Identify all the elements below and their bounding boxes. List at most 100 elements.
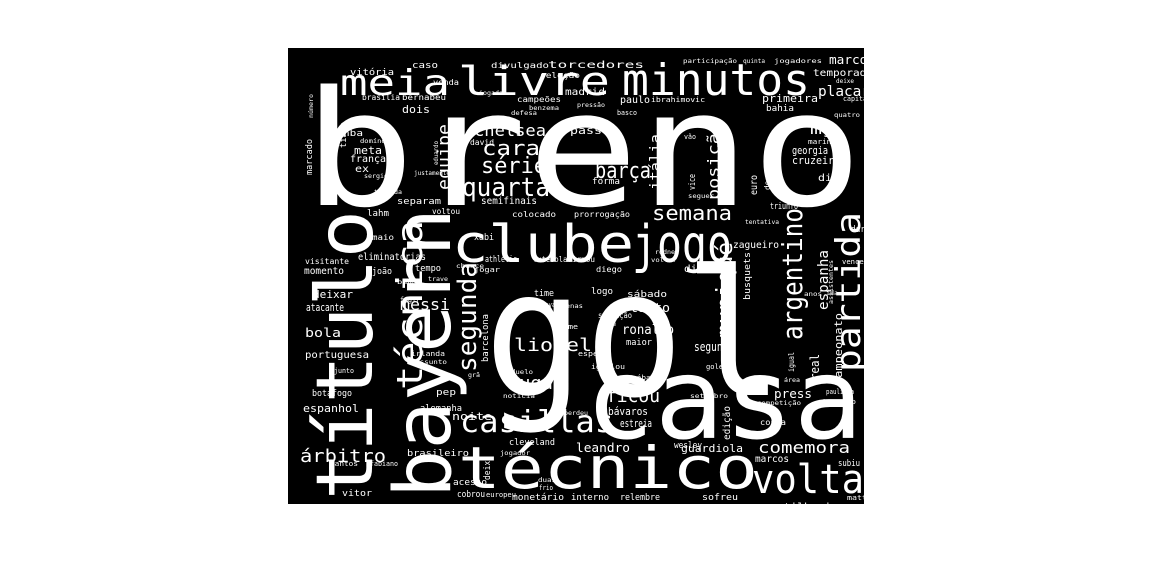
word: sábado bbox=[632, 374, 660, 382]
word: hungria bbox=[870, 244, 878, 278]
word: quinta bbox=[743, 58, 765, 65]
word: momento bbox=[304, 266, 344, 277]
word: jogadores bbox=[774, 58, 823, 65]
word: ficou bbox=[606, 386, 660, 407]
word: relembre bbox=[620, 493, 660, 503]
word: campeonato bbox=[832, 313, 845, 385]
word-cloud-panel bbox=[288, 48, 864, 504]
word: lugar bbox=[508, 373, 564, 394]
word: bayern bbox=[379, 208, 469, 498]
word: marcado bbox=[305, 139, 315, 175]
word: vão bbox=[684, 133, 696, 141]
word: sofreu bbox=[702, 493, 738, 503]
word: breno bbox=[303, 56, 863, 243]
word: deixar bbox=[313, 288, 353, 301]
word: árbitro bbox=[300, 446, 386, 467]
word: lionel bbox=[514, 335, 592, 356]
word: iogadas bbox=[479, 90, 507, 97]
word: torneio bbox=[822, 398, 856, 406]
word: xabi bbox=[474, 233, 494, 243]
word: técnica bbox=[390, 220, 431, 390]
word: dois bbox=[402, 103, 430, 116]
word: messi bbox=[400, 295, 450, 314]
word: colocado bbox=[512, 210, 556, 219]
word: duelo bbox=[511, 369, 533, 376]
word: bola bbox=[305, 326, 341, 340]
word: cleveland bbox=[509, 438, 555, 448]
word: real bbox=[808, 354, 822, 380]
word: frio bbox=[539, 484, 553, 492]
word: série bbox=[481, 154, 547, 179]
word: forma bbox=[592, 177, 620, 187]
word: fabiano bbox=[370, 460, 398, 468]
word: noticia bbox=[503, 393, 535, 400]
word: assistentes bbox=[828, 260, 835, 304]
word: frança bbox=[350, 154, 386, 165]
word: paulista bbox=[826, 388, 854, 396]
word: grã bbox=[468, 372, 480, 379]
word: matteo bbox=[847, 494, 877, 502]
word: itália bbox=[648, 134, 664, 190]
word: torcida bbox=[374, 189, 402, 196]
word: alemanha bbox=[420, 404, 462, 414]
word: posição bbox=[704, 122, 723, 200]
word: apenas bbox=[557, 303, 583, 310]
word: bem bbox=[397, 279, 414, 286]
word: anos bbox=[804, 291, 822, 298]
word: espanhol bbox=[303, 402, 359, 415]
word: seleção bbox=[540, 71, 580, 80]
word: equipe bbox=[434, 124, 455, 190]
word: área bbox=[784, 377, 800, 384]
word: tiago bbox=[339, 122, 349, 148]
word: leandro bbox=[576, 441, 630, 455]
word: mg bbox=[810, 122, 834, 138]
word: vice bbox=[688, 174, 698, 190]
word: derrotada bbox=[763, 148, 772, 190]
word: chance bbox=[456, 263, 484, 270]
word: igual bbox=[787, 352, 796, 372]
word: passo bbox=[570, 124, 610, 137]
word: partida bbox=[829, 212, 869, 372]
word: cobrou bbox=[457, 490, 485, 500]
word: estreia bbox=[620, 417, 652, 430]
word: acesso bbox=[453, 478, 487, 488]
word: técnico bbox=[458, 434, 758, 502]
word: prorrogação bbox=[574, 210, 630, 219]
word: nba bbox=[343, 129, 363, 139]
word: santos bbox=[330, 460, 358, 468]
word: defesa bbox=[511, 110, 537, 117]
word: domínou bbox=[360, 138, 390, 145]
word: semana bbox=[652, 201, 732, 225]
word: segunda bbox=[453, 262, 483, 372]
word: jogador bbox=[500, 450, 530, 457]
word: argentino bbox=[776, 208, 809, 340]
word: marcos bbox=[755, 454, 789, 465]
word: pressão bbox=[577, 102, 605, 109]
word: segundo bbox=[694, 340, 734, 354]
word: busquets bbox=[743, 252, 753, 300]
word: barça bbox=[595, 159, 651, 184]
word: meta bbox=[354, 144, 382, 157]
word: marino bbox=[808, 138, 836, 146]
word: semifinais bbox=[481, 196, 537, 207]
word: press bbox=[774, 387, 812, 401]
word: madrid bbox=[565, 87, 605, 98]
word: assunto bbox=[415, 359, 447, 366]
word: barcelona bbox=[481, 314, 491, 362]
word: irlanda bbox=[411, 350, 445, 358]
word: subiu bbox=[838, 459, 860, 469]
word: edição bbox=[722, 406, 733, 440]
word: comemora bbox=[758, 438, 850, 457]
word: artilharia bbox=[770, 501, 838, 515]
word: meia bbox=[340, 63, 450, 104]
word: seguer bbox=[688, 193, 714, 200]
word: tempo bbox=[415, 264, 441, 274]
word: oportunidades bbox=[871, 124, 878, 180]
word: visitante bbox=[305, 257, 349, 266]
word: joão bbox=[372, 267, 392, 277]
word: portuguesa bbox=[305, 350, 369, 361]
word: jogar bbox=[474, 266, 500, 274]
word: logo bbox=[591, 287, 613, 297]
word: cruzeiro bbox=[792, 154, 840, 167]
word: futebol bbox=[533, 255, 563, 264]
